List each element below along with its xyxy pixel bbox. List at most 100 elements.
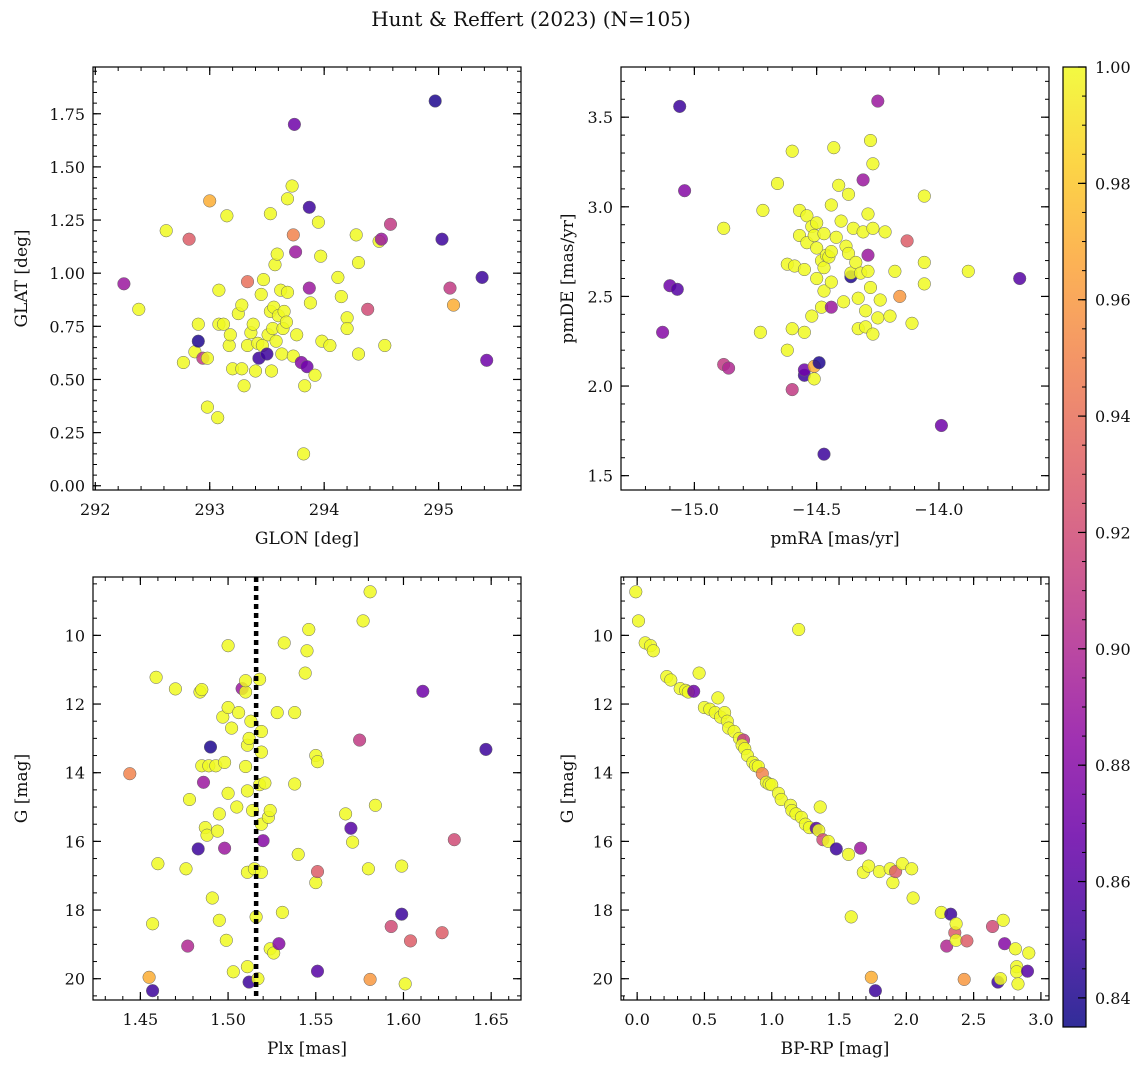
x-axis-label: BP-RP [mag]: [781, 1039, 890, 1059]
data-point: [756, 203, 770, 217]
data-point: [310, 964, 325, 978]
data-point: [277, 304, 291, 318]
data-point: [1022, 946, 1036, 960]
data-point: [363, 585, 377, 599]
y-axis-label: G [mag]: [12, 754, 32, 823]
ticks: [93, 577, 521, 1000]
data-point: [785, 144, 799, 158]
colorbar-tick-label: 0.98: [1095, 174, 1131, 193]
data-point: [248, 364, 263, 378]
data-point: [235, 298, 249, 312]
data-point: [351, 347, 366, 361]
y-tick-label: 18: [593, 901, 613, 920]
data-point: [893, 289, 907, 303]
data-point: [151, 857, 165, 871]
x-axis-label: Plx [mas]: [267, 1039, 347, 1059]
data-point: [810, 271, 824, 286]
data-point: [905, 862, 919, 876]
colorbar: 0.84 0.86 0.88 0.90 0.92 0.94 0.96 0.98 1.00: [1062, 58, 1131, 1028]
data-point: [934, 418, 948, 433]
data-point: [985, 919, 1000, 934]
data-point: [146, 984, 160, 998]
data-point: [878, 225, 892, 239]
data-point: [221, 786, 235, 800]
data-point: [416, 684, 430, 698]
data-point: [363, 972, 377, 986]
data-point: [886, 876, 900, 890]
data-point: [256, 834, 270, 848]
data-point: [279, 315, 293, 329]
data-point: [906, 891, 920, 905]
y-tick-label: 2.5: [588, 287, 613, 306]
x-tick-label: 1.5: [826, 1010, 851, 1029]
data-point: [917, 189, 931, 203]
colorbar-tick-label: 1.00: [1095, 58, 1131, 77]
x-tick-label: 3.0: [1028, 1010, 1053, 1029]
x-tick-label: 1.45: [123, 1010, 159, 1029]
data-point: [447, 833, 461, 847]
data-point: [785, 322, 799, 336]
data-point: [311, 215, 325, 229]
data-point: [191, 334, 205, 348]
data-point: [200, 351, 214, 365]
data-point: [297, 447, 311, 461]
data-point: [176, 355, 190, 370]
data-point: [340, 321, 354, 336]
data-point: [829, 842, 843, 856]
data-point: [692, 666, 706, 680]
data-point: [443, 281, 457, 295]
data-point: [812, 356, 826, 370]
data-point: [290, 328, 304, 342]
x-tick-label: 2.5: [961, 1010, 986, 1029]
data-point: [785, 383, 799, 397]
data-point: [123, 767, 137, 781]
y-tick-label: 14: [593, 764, 613, 783]
data-point: [378, 338, 392, 353]
data-point: [807, 372, 821, 386]
y-tick-label: 20: [65, 970, 85, 989]
data-point: [235, 362, 249, 376]
data-point: [849, 255, 863, 269]
data-point: [237, 379, 251, 393]
x-tick-label: 0.0: [624, 1010, 649, 1029]
y-axis-label: pmDE [mas/yr]: [558, 213, 578, 343]
x-tick-label: 292: [80, 500, 111, 519]
data-point: [829, 230, 843, 244]
data-point: [286, 228, 300, 242]
data-point: [323, 338, 337, 353]
panel-glon-glat: 292 293 294 295 0.00 0.25 0.50 0.75 1.00 1.25 1.50…: [12, 66, 522, 549]
points-group: [656, 94, 1027, 461]
data-point: [263, 207, 277, 221]
data-point: [435, 232, 449, 246]
data-point: [673, 99, 687, 113]
data-point: [864, 970, 878, 984]
data-point: [269, 334, 283, 348]
data-point: [678, 184, 692, 198]
panel-bprp-g: 0.0 0.5 1.0 1.5 2.0 2.5 3.0 10 12 14 16 18 20 BP-RP […: [558, 576, 1054, 1059]
data-point: [805, 309, 819, 323]
data-point: [280, 285, 295, 299]
data-point: [230, 800, 244, 814]
data-point: [792, 622, 806, 637]
data-point: [475, 270, 489, 284]
data-point: [646, 644, 660, 658]
data-point: [203, 740, 218, 754]
data-point: [841, 847, 856, 861]
data-point: [861, 207, 875, 221]
x-axis-label: pmRA [mas/yr]: [770, 529, 899, 549]
data-point: [240, 784, 254, 798]
data-point: [854, 841, 868, 855]
data-point: [435, 926, 449, 940]
data-point: [866, 221, 880, 235]
data-point: [863, 280, 878, 295]
data-point: [287, 117, 301, 131]
data-point: [344, 821, 358, 835]
data-point: [314, 249, 328, 263]
data-point: [368, 798, 382, 812]
panels: 292 293 294 2950.000.250.500.751.001.251.50…: [12, 66, 1054, 1059]
data-point: [239, 759, 253, 774]
data-point: [223, 328, 237, 342]
data-point: [219, 933, 233, 947]
data-point: [866, 157, 880, 171]
data-point: [117, 277, 131, 291]
